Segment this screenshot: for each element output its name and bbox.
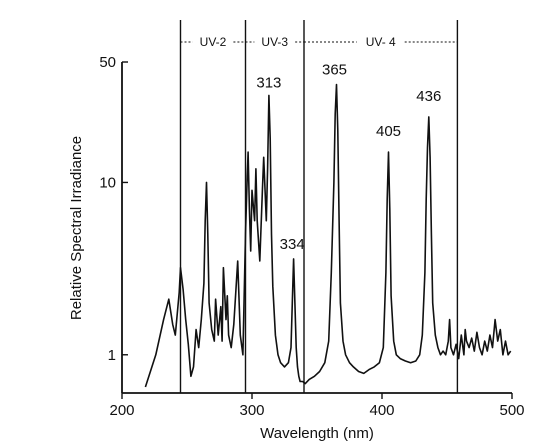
x-axis-title: Wavelength (nm) <box>260 425 374 442</box>
x-tick-label: 500 <box>499 402 524 419</box>
spectrum-line <box>144 83 512 388</box>
y-axis-title: Relative Spectral Irradiance <box>68 136 85 320</box>
peak-label: 313 <box>256 74 281 91</box>
band-label: UV-2 <box>200 35 227 49</box>
x-tick-label: 400 <box>369 402 394 419</box>
x-tick-label: 200 <box>109 402 134 419</box>
uv-band-annotations: UV-2 UV-3 UV- 4 <box>179 20 459 393</box>
band-label: UV- 4 <box>366 35 396 49</box>
peak-label: 436 <box>416 88 441 105</box>
band-label: UV-3 <box>261 35 288 49</box>
peak-label: 405 <box>376 123 401 140</box>
y-tick-label: 10 <box>99 174 116 191</box>
series <box>144 83 512 388</box>
peak-label: 334 <box>280 236 305 253</box>
axes <box>121 62 512 394</box>
ticks: 200 300 400 500 1 10 50 <box>99 54 524 419</box>
y-tick-label: 50 <box>99 54 116 71</box>
peak-labels: 313 334 365 405 436 <box>256 62 441 253</box>
peak-label: 365 <box>322 62 347 79</box>
y-tick-label: 1 <box>108 347 116 364</box>
x-tick-label: 300 <box>239 402 264 419</box>
